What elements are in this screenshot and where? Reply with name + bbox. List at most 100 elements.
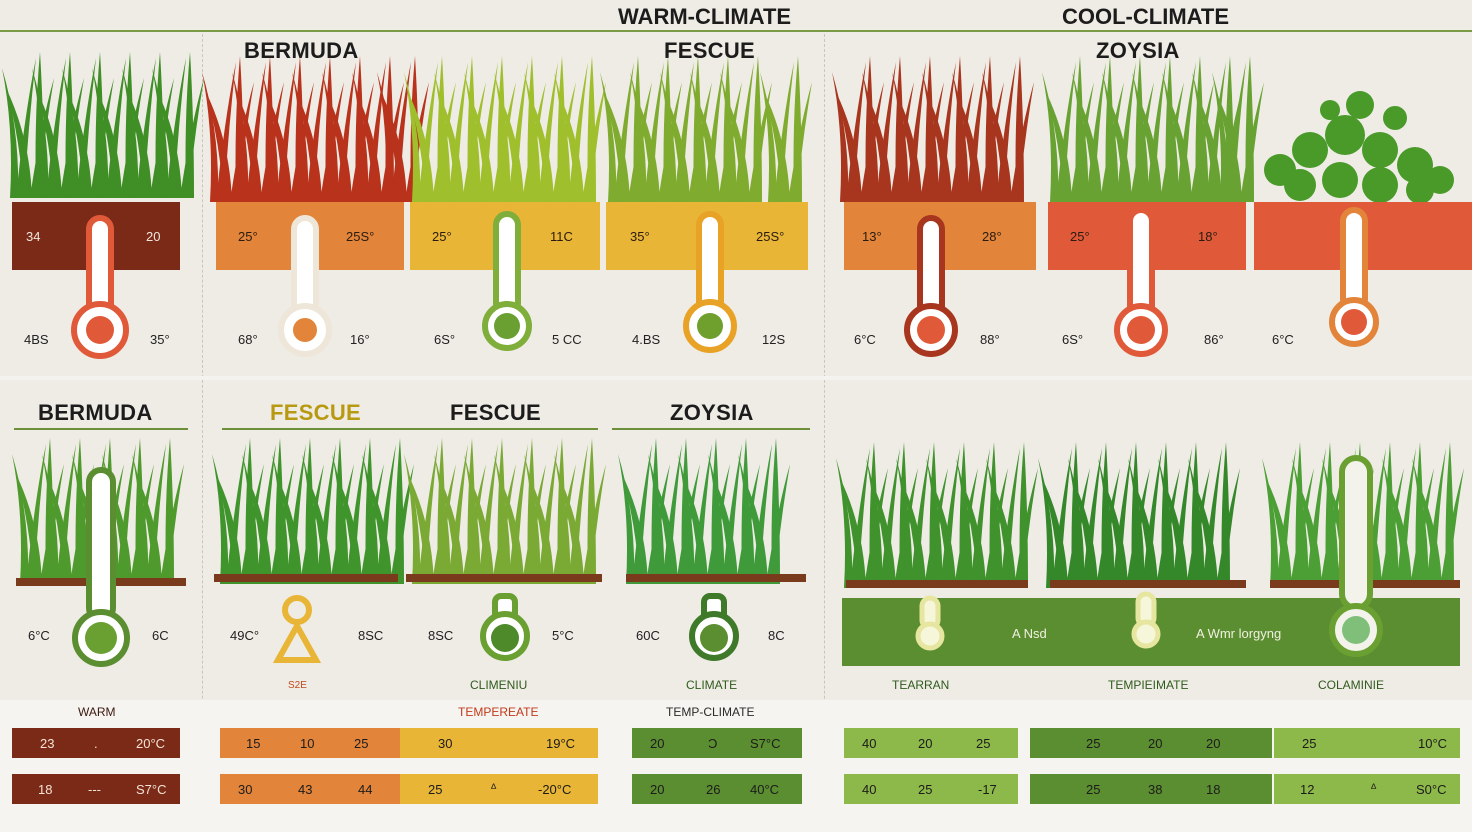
band-3-right: 11C (550, 228, 573, 244)
upper-grass-layer (2, 52, 1454, 204)
table-row: 25 38 18 (1030, 774, 1272, 804)
table-row: 18 --- S7°C (12, 774, 180, 804)
lower-title-fescue-2: FESCUE (450, 400, 542, 425)
top-rule (0, 30, 1472, 32)
thermometer-icon (1329, 455, 1383, 657)
upper-thermometers (71, 207, 1379, 359)
cell: 25 (1302, 735, 1317, 751)
lower-thermometers (72, 455, 1383, 667)
table-row: 23 . 20°C (12, 728, 180, 758)
upper-low-6-right: 86° (1204, 332, 1224, 347)
cell: 43 (298, 781, 313, 797)
cell: 38 (1148, 781, 1163, 797)
upper-title-fescue: FESCUE (664, 38, 756, 63)
table-title-tempclimate: TEMP-CLIMATE (666, 705, 755, 719)
caption-climate: CLIMATE (686, 678, 738, 692)
cell: . (94, 735, 98, 751)
upper-low-7-left: 6°C (1272, 332, 1294, 347)
lower-low-4-left: 60C (636, 628, 660, 643)
cell: 20 (1206, 735, 1221, 751)
cell: 19°C (546, 735, 576, 751)
thermometer-icon (272, 595, 322, 663)
cell: 44 (358, 781, 373, 797)
band-3-left: 25° (432, 228, 452, 244)
table-row: 30 43 44 (220, 774, 400, 804)
cell: 40 (862, 781, 877, 797)
cell: 25 (1086, 735, 1101, 751)
upper-low-3-left: 6S° (434, 332, 456, 347)
cool-climate-header: COOL-CLIMATE (1062, 4, 1230, 29)
lower-title-bermuda: BERMUDA (38, 400, 153, 425)
cell: 25 (428, 781, 443, 797)
separator-1 (202, 34, 203, 824)
table-title-temperate: TEMPEREATE (458, 705, 539, 719)
cell: 23 (40, 735, 55, 751)
green-band-text-a: A Nsd (1012, 626, 1047, 641)
cell: 25 (1086, 781, 1101, 797)
cell: 12 (1300, 781, 1315, 797)
caption-climeniu: CLIMENIU (470, 678, 528, 692)
table-row: 25 20 20 (1030, 728, 1272, 758)
caption-colaminie: COLAMINIE (1318, 678, 1385, 692)
band-4-right: 25S° (756, 228, 785, 244)
cell: 18 (1206, 781, 1221, 797)
lower-low-4-right: 8C (768, 628, 785, 643)
lower-low-2-left: 49C° (230, 628, 260, 643)
caption-size: S2E (288, 680, 307, 691)
band-1-left: 34 (26, 228, 41, 244)
thermometer-icon (72, 467, 130, 667)
cell: 25 (976, 735, 991, 751)
cell: 15 (246, 735, 261, 751)
section-divider (0, 376, 1472, 380)
upper-title-bermuda: BERMUDA (244, 38, 359, 63)
caption-tearran: TEARRAN (892, 678, 950, 692)
green-band-text-b: A Wmr lorgyng (1196, 626, 1282, 641)
cell: 20°C (136, 735, 166, 751)
lower-rule-3 (612, 428, 810, 430)
band-6-left: 25° (1070, 228, 1090, 244)
lower-title-fescue-1: FESCUE (270, 400, 362, 425)
table-row: 20 Ɔ S7°C (632, 728, 802, 758)
warm-climate-header: WARM-CLIMATE (618, 4, 792, 29)
table-row: 15 10 25 (220, 728, 400, 758)
table-row: 30 19°C (400, 728, 598, 758)
band-2-left: 25° (238, 228, 258, 244)
thermometer-icon (915, 595, 945, 651)
cell: Ɔ (708, 735, 718, 751)
upper-low-2-right: 16° (350, 332, 370, 347)
band-5-left: 13° (862, 228, 882, 244)
band-6-right: 18° (1198, 228, 1218, 244)
leafy-plant (1264, 91, 1454, 204)
cell: ᐞ (490, 781, 498, 796)
lower-low-2-right: 8SC (358, 628, 384, 643)
cell: 25 (354, 735, 369, 751)
lower-low-3-left: 8SC (428, 628, 454, 643)
cell: -17 (978, 781, 997, 797)
cell: 40 (862, 735, 877, 751)
cell: 18 (38, 781, 53, 797)
cell: 25 (918, 781, 933, 797)
lower-title-zoysia: ZOYSIA (670, 400, 754, 425)
cell: 10 (300, 735, 315, 751)
cell: 30 (238, 781, 253, 797)
upper-low-5-right: 88° (980, 332, 1000, 347)
cell: -20°C (538, 781, 572, 797)
band-5-right: 28° (982, 228, 1002, 244)
upper-low-2-left: 68° (238, 332, 258, 347)
table-row: 40 25 -17 (844, 774, 1018, 804)
caption-tempieimate: TEMPIEIMATE (1108, 678, 1189, 692)
lower-low-1-left: 6°C (28, 628, 50, 643)
lower-rule-1 (14, 428, 188, 430)
upper-low-1-left: 4BS (24, 332, 49, 347)
cell: ᐞ (1370, 781, 1378, 796)
upper-low-4-left: 4.BS (632, 332, 661, 347)
thermometer-icon (1131, 591, 1161, 649)
upper-low-6-left: 6S° (1062, 332, 1084, 347)
table-row: 40 20 25 (844, 728, 1018, 758)
cell: --- (88, 781, 101, 797)
cell: 26 (706, 781, 721, 797)
table-title-warm: WARM (78, 705, 116, 719)
cell: 10°C (1418, 735, 1448, 751)
cell: 20 (650, 735, 665, 751)
lower-rule-2 (222, 428, 598, 430)
